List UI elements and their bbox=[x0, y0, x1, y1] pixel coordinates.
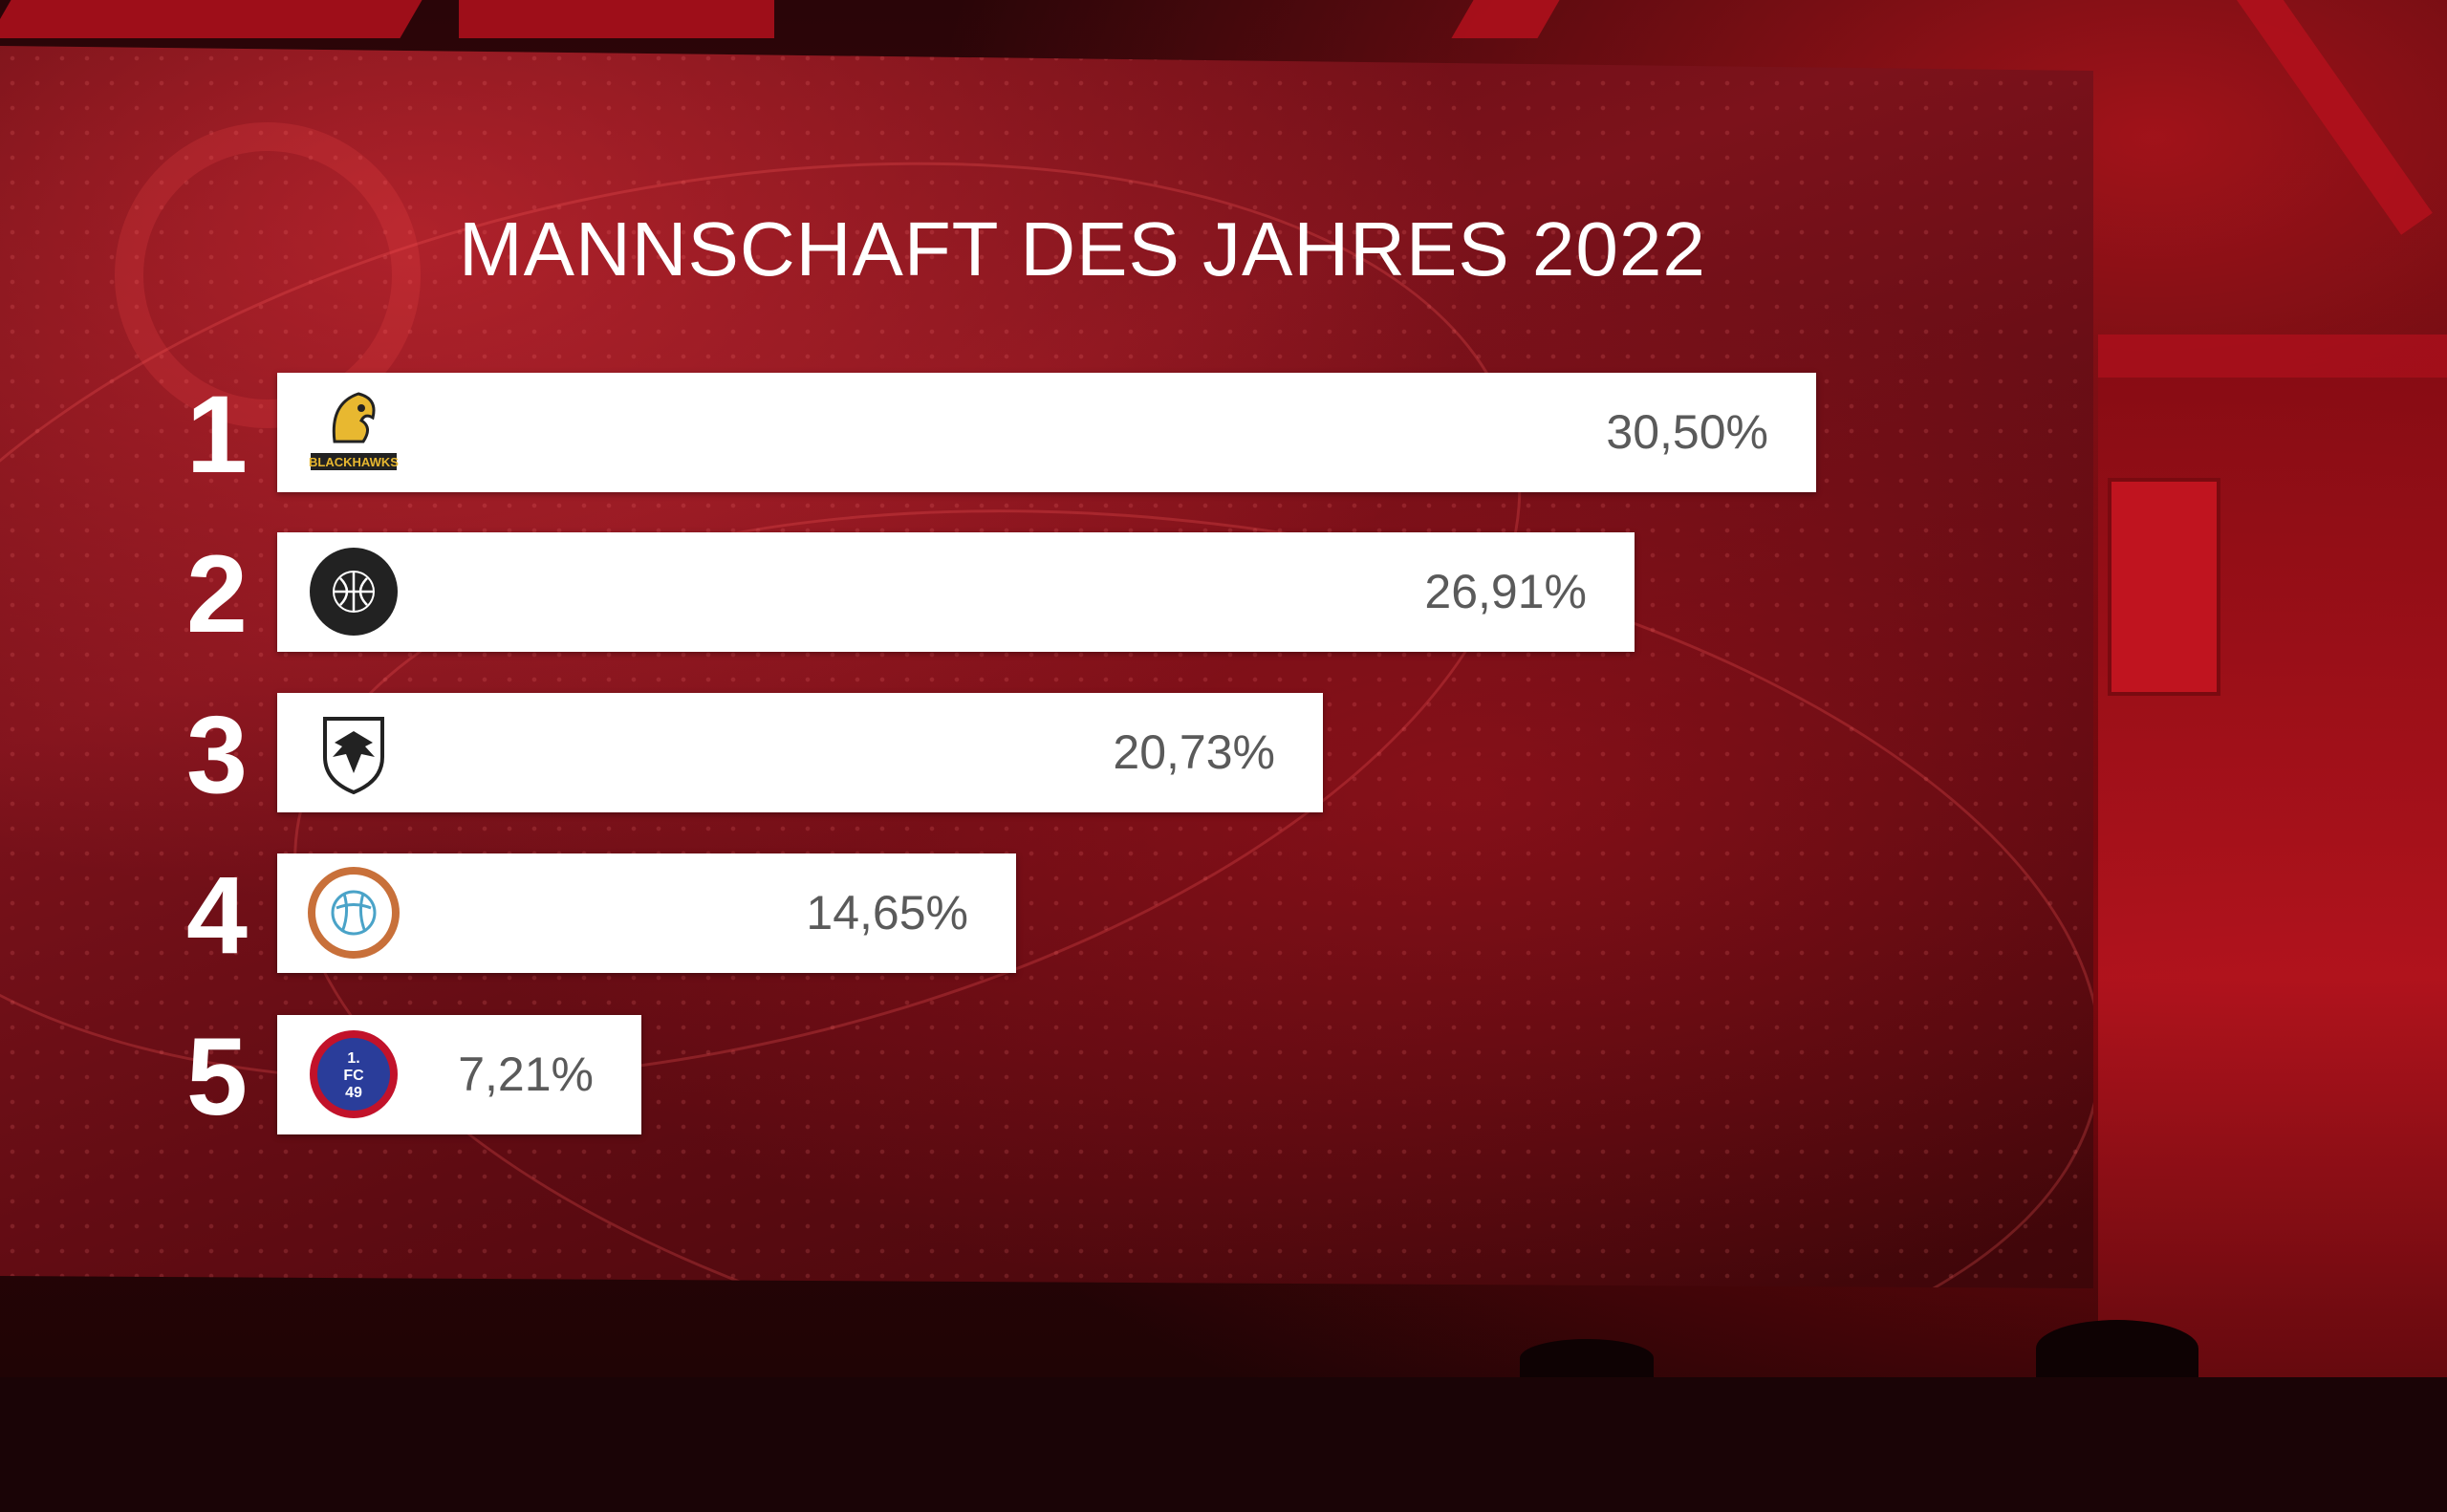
stage-truss-diagonal bbox=[2237, 0, 2433, 235]
stage-truss-top bbox=[459, 0, 774, 38]
chart-title: MANNSCHAFT DES JAHRES 2022 bbox=[459, 206, 1706, 292]
value-label: 7,21% bbox=[458, 1048, 594, 1101]
stage-truss-right bbox=[1451, 0, 1560, 38]
bar: 7,21% bbox=[277, 1015, 641, 1134]
value-label: 26,91% bbox=[1424, 565, 1587, 618]
presentation-screen bbox=[0, 46, 2093, 1288]
1fc-49-gievenbeck-logo bbox=[306, 1026, 401, 1122]
rank-label: 3 bbox=[186, 694, 248, 816]
preussen-eagle-logo bbox=[306, 704, 401, 800]
audience-head bbox=[1520, 1339, 1654, 1377]
rank-label: 2 bbox=[186, 533, 248, 656]
rank-label: 5 bbox=[186, 1016, 248, 1138]
bar: 30,50% bbox=[277, 373, 1816, 492]
bar: 14,65% bbox=[277, 853, 1016, 973]
wwu-baskets-logo bbox=[306, 544, 401, 639]
blackhawks-logo bbox=[306, 384, 401, 480]
rank-label: 1 bbox=[186, 374, 248, 496]
value-label: 14,65% bbox=[806, 886, 968, 940]
orderbase-volleys-logo bbox=[306, 865, 401, 961]
rank-label: 4 bbox=[186, 854, 248, 977]
bar: 20,73% bbox=[277, 693, 1323, 812]
stage-truss-beam bbox=[2098, 335, 2447, 378]
audience-head bbox=[2036, 1320, 2198, 1377]
stage-truss-left bbox=[0, 0, 422, 38]
value-label: 20,73% bbox=[1113, 725, 1275, 779]
bar: 26,91% bbox=[277, 532, 1635, 652]
value-label: 30,50% bbox=[1606, 405, 1768, 459]
wall-light-box bbox=[2108, 478, 2220, 696]
